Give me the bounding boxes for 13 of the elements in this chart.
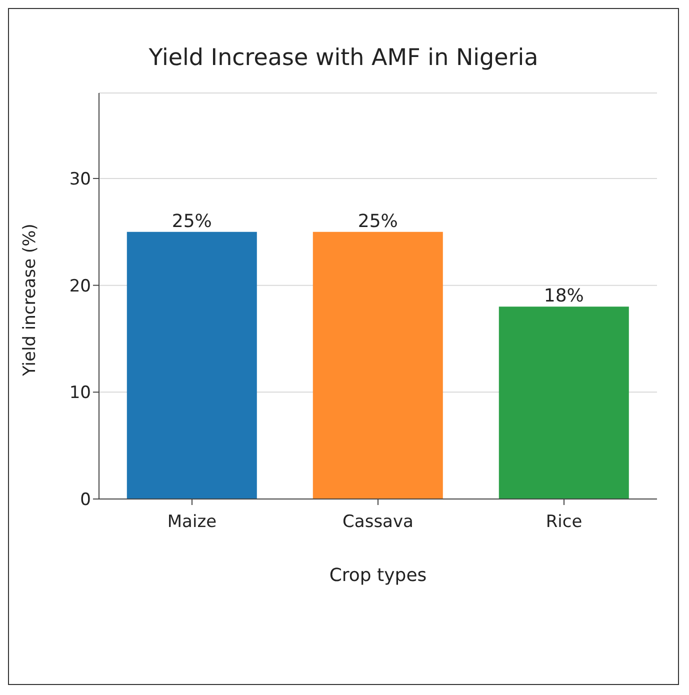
data-label: 18% (544, 286, 584, 307)
y-tick-label: 30 (69, 170, 91, 190)
x-tick-label: Maize (167, 512, 217, 532)
y-tick-label: 0 (80, 490, 91, 510)
y-axis-title: Yield increase (%) (20, 224, 40, 377)
x-tick-label: Cassava (342, 512, 414, 532)
y-tick-label: 10 (69, 383, 91, 404)
data-label: 25% (358, 210, 398, 232)
x-axis-title: Crop types (329, 565, 427, 586)
x-tick-label: Rice (546, 512, 582, 532)
chart-title: Yield Increase with AMF in Nigeria (148, 45, 540, 71)
data-label: 25% (172, 210, 212, 232)
y-tick-label: 20 (69, 276, 91, 296)
